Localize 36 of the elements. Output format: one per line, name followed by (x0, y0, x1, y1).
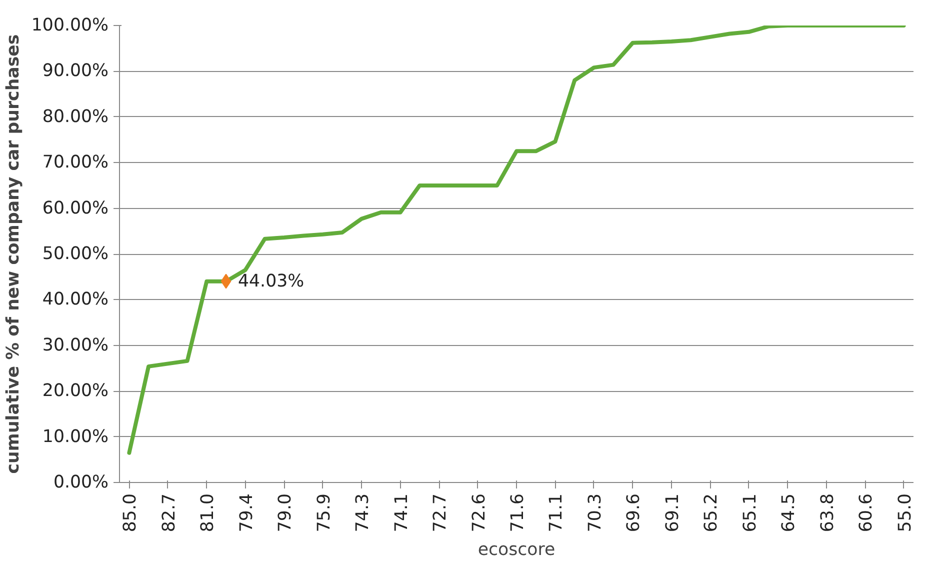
x-tick-label: 70.3 (585, 493, 606, 532)
data-label: 44.03% (238, 271, 304, 292)
x-tick-label: 69.6 (624, 493, 644, 532)
y-tick-label: 100.00% (31, 16, 109, 36)
x-tick-label: 65.2 (702, 493, 722, 532)
x-tick-label: 60.6 (856, 493, 877, 532)
y-tick-label: 40.00% (42, 290, 109, 310)
y-tick-label: 70.00% (42, 152, 109, 173)
x-tick-label: 72.6 (469, 493, 490, 532)
y-tick-label: 50.00% (42, 244, 109, 264)
y-tick-label: 10.00% (42, 426, 109, 447)
x-axis-title: ecoscore (478, 540, 556, 560)
x-tick-label: 64.5 (779, 493, 800, 532)
x-tick-label: 85.0 (120, 493, 141, 532)
x-tick-label: 65.1 (740, 493, 760, 532)
x-tick-label: 63.8 (818, 493, 838, 532)
y-tick-label: 30.00% (42, 335, 109, 356)
x-tick-label: 71.6 (508, 493, 528, 532)
x-tick-label: 79.4 (236, 493, 257, 532)
x-tick-label: 69.1 (662, 493, 683, 532)
x-tick-label: 79.0 (276, 493, 296, 532)
x-tick-label: 82.7 (159, 493, 180, 532)
line-series (127, 26, 906, 455)
x-tick-label: 74.1 (392, 493, 412, 532)
y-tick-label: 60.00% (42, 198, 109, 218)
x-tick-label: 55.0 (895, 493, 916, 532)
x-tick-label: 81.0 (198, 493, 218, 532)
x-tick-label: 74.3 (353, 493, 374, 532)
x-tick-label: 72.7 (430, 493, 451, 532)
y-tick-label: 80.00% (42, 106, 109, 127)
y-tick-label: 0.00% (53, 472, 109, 492)
y-axis-title: cumulative % of new company car purchases (3, 34, 24, 474)
x-tick-label: 71.1 (546, 493, 567, 532)
y-tick-label: 20.00% (42, 381, 109, 402)
y-tick-label: 90.00% (42, 61, 109, 82)
x-tick-label: 75.9 (314, 493, 334, 532)
